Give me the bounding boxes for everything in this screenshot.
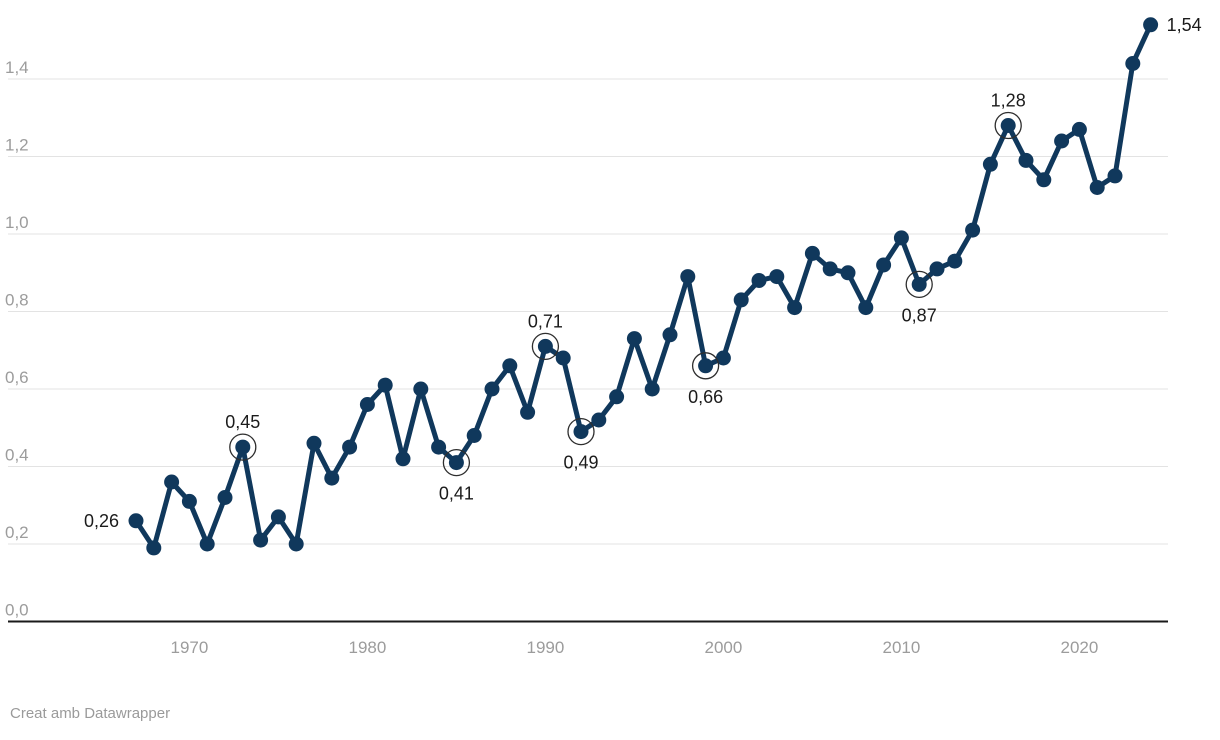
data-point-label: 0,71	[528, 311, 563, 331]
data-point	[537, 338, 553, 354]
data-point	[342, 439, 358, 455]
data-point	[431, 439, 447, 455]
y-tick-label: 0,2	[5, 523, 29, 542]
x-tick-label: 1980	[348, 638, 386, 657]
y-tick-label: 0,4	[5, 446, 29, 465]
data-point	[822, 261, 838, 277]
data-point	[609, 389, 625, 405]
data-point	[947, 253, 963, 269]
data-point	[626, 331, 642, 347]
data-point	[502, 358, 518, 374]
y-tick-label: 1,2	[5, 136, 29, 155]
trend-line	[133, 22, 1154, 551]
data-point	[787, 300, 803, 316]
data-point-label: 0,45	[225, 412, 260, 432]
data-point	[591, 412, 607, 428]
y-tick-label: 0,0	[5, 601, 29, 620]
data-point	[1107, 168, 1123, 184]
data-point	[1125, 56, 1141, 71]
data-point	[893, 230, 909, 246]
data-point	[1000, 118, 1016, 133]
data-point	[128, 513, 144, 529]
data-point	[448, 455, 464, 471]
x-tick-label: 2010	[882, 638, 920, 657]
data-point	[359, 397, 375, 412]
data-point	[1054, 133, 1070, 149]
data-point-label: 0,41	[439, 484, 474, 504]
data-point	[555, 350, 571, 366]
annotation-ring	[905, 270, 933, 299]
x-tick-label: 1990	[526, 638, 564, 657]
data-point	[395, 451, 411, 467]
data-point	[982, 156, 998, 172]
x-tick-label: 2020	[1060, 638, 1098, 657]
data-point	[1089, 180, 1105, 195]
data-point	[751, 273, 767, 288]
data-point	[911, 276, 927, 292]
annotation-ring	[567, 417, 595, 446]
annotation-ring	[531, 332, 560, 361]
data-point	[662, 327, 678, 343]
data-point	[164, 474, 180, 490]
data-point	[520, 404, 536, 420]
data-point	[876, 257, 892, 273]
data-point	[217, 490, 233, 505]
data-point	[644, 381, 660, 397]
data-point	[733, 292, 749, 308]
data-point	[466, 428, 482, 443]
x-tick-label: 2000	[704, 638, 742, 657]
data-point	[1143, 17, 1159, 33]
data-point-label: 0,49	[563, 453, 598, 473]
data-point	[698, 358, 714, 374]
data-point	[804, 245, 820, 261]
data-point	[146, 540, 162, 556]
annotation-ring	[994, 111, 1022, 140]
y-tick-label: 1,0	[5, 213, 29, 232]
data-point	[965, 222, 981, 238]
data-point	[288, 536, 304, 552]
y-tick-label: 0,6	[5, 368, 29, 387]
y-tick-label: 0,8	[5, 291, 29, 310]
data-point	[324, 470, 340, 486]
data-point	[840, 265, 856, 281]
data-point	[306, 435, 322, 451]
data-point	[253, 532, 269, 548]
data-point	[929, 261, 945, 277]
data-point	[484, 381, 500, 397]
data-point	[573, 424, 589, 440]
data-point-label: 0,26	[84, 511, 119, 531]
data-point	[1071, 121, 1087, 137]
data-point	[1018, 152, 1034, 168]
annotation-ring	[229, 433, 257, 461]
data-point-label: 0,66	[688, 387, 723, 407]
data-point	[199, 536, 215, 552]
data-point	[715, 350, 731, 366]
data-point	[858, 300, 874, 316]
data-point	[377, 377, 393, 393]
y-tick-label: 1,4	[5, 58, 29, 77]
data-point	[235, 439, 251, 455]
data-point	[270, 509, 286, 525]
annotation-ring	[442, 448, 471, 477]
data-point	[769, 269, 785, 285]
datawrapper-credit-link[interactable]: Creat amb Datawrapper	[10, 705, 171, 722]
data-point	[181, 493, 197, 509]
data-point	[413, 381, 429, 397]
data-point	[680, 269, 696, 285]
data-point-label: 1,54	[1167, 15, 1202, 35]
data-point	[1036, 172, 1052, 188]
data-point-label: 1,28	[991, 91, 1026, 111]
annotation-ring	[691, 352, 720, 380]
x-tick-label: 1970	[170, 638, 208, 657]
data-point-label: 0,87	[902, 305, 937, 325]
